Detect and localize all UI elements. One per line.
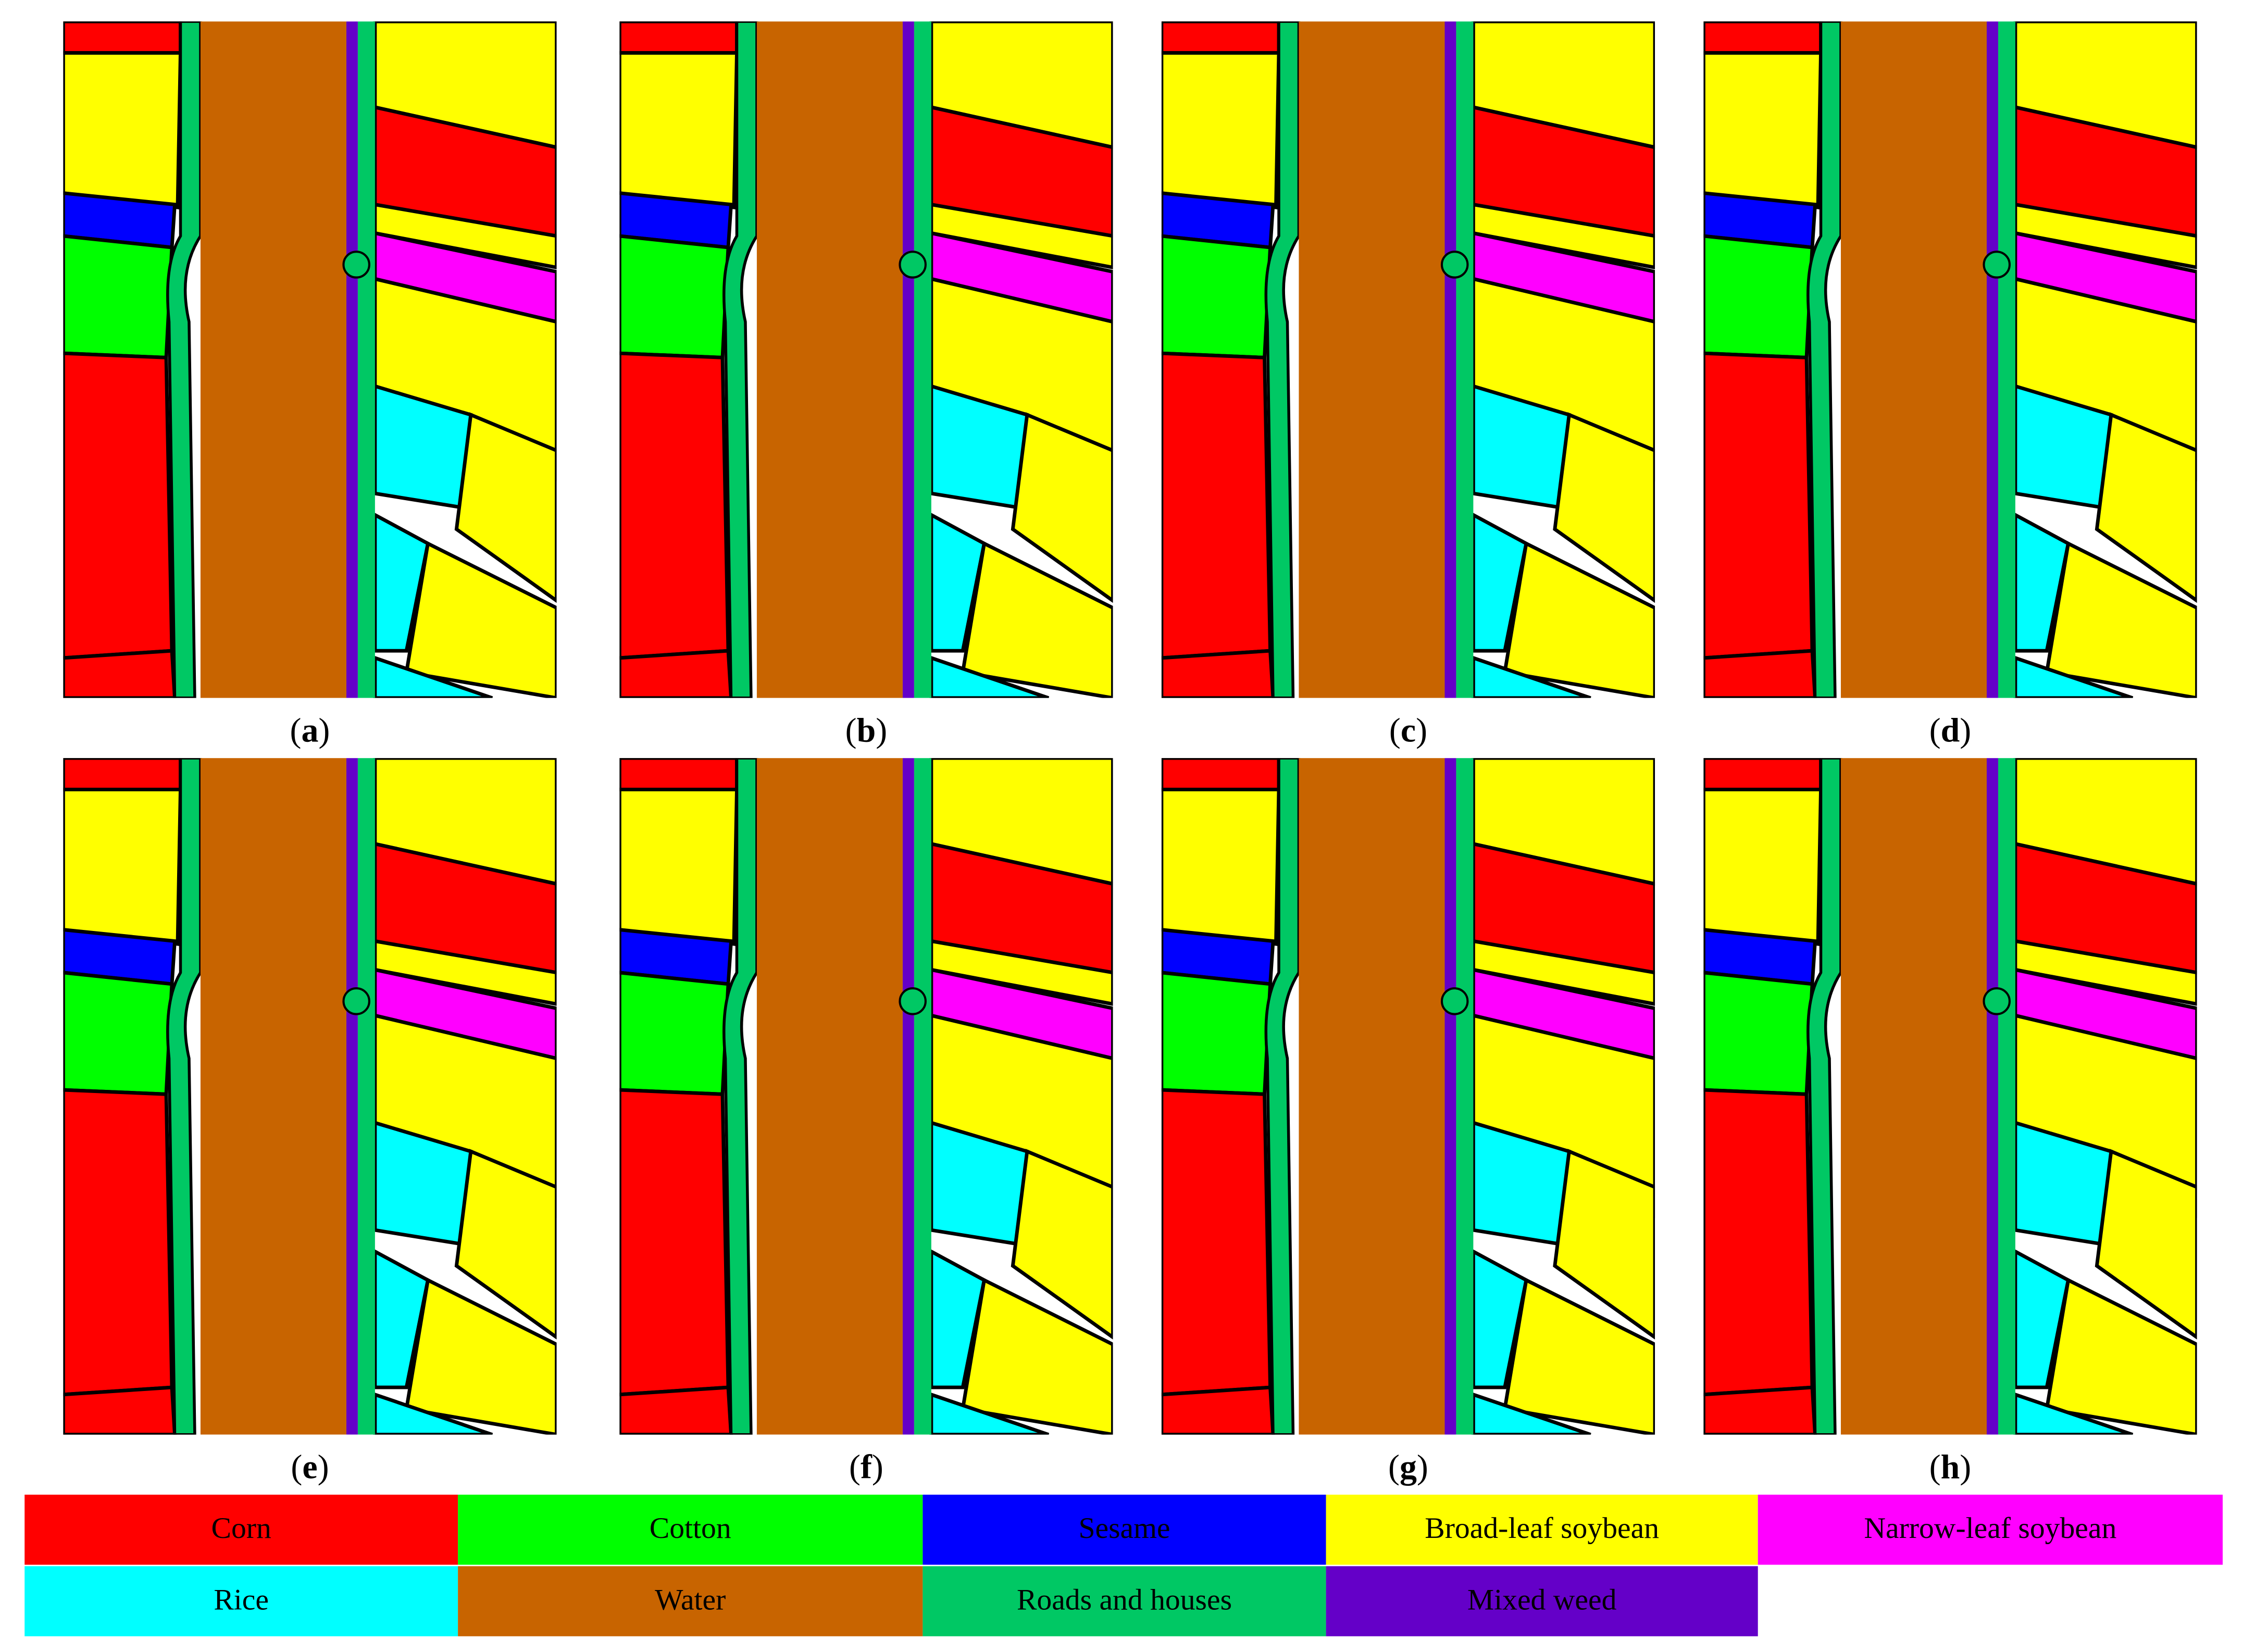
panel-label: (b) [845, 712, 888, 750]
panel-label: (f) [849, 1448, 883, 1486]
panel-label: (e) [291, 1448, 329, 1486]
classification-map [1703, 758, 2197, 1435]
panel-label: (h) [1929, 1448, 1972, 1486]
legend-label: Roads and houses [1017, 1584, 1232, 1617]
panel-label: (d) [1929, 712, 1972, 750]
legend-label: Sesame [1078, 1512, 1170, 1545]
legend-label: Corn [211, 1512, 271, 1545]
legend-swatch [1326, 1495, 1758, 1565]
legend-label: Broad-leaf soybean [1425, 1512, 1659, 1545]
panel-label: (a) [290, 712, 330, 750]
legend-swatch [458, 1495, 923, 1565]
classification-map [619, 758, 1113, 1435]
legend-label: Mixed weed [1467, 1584, 1617, 1617]
legend-label: Cotton [650, 1512, 731, 1545]
legend-swatch [1758, 1495, 2223, 1565]
panel-label: (c) [1389, 712, 1427, 750]
legend-swatch [1326, 1566, 1758, 1636]
legend-swatch [923, 1566, 1326, 1636]
legend-swatch [458, 1566, 923, 1636]
legend-swatch [24, 1495, 458, 1565]
legend-swatch [24, 1566, 458, 1636]
panel-label: (g) [1388, 1448, 1428, 1486]
classification-map [1703, 21, 2197, 698]
classification-map [1162, 758, 1655, 1435]
classification-map [1162, 21, 1655, 698]
legend-label: Narrow-leaf soybean [1864, 1512, 2116, 1545]
legend-label: Water [655, 1584, 726, 1617]
classification-map [619, 21, 1113, 698]
classification-map [63, 21, 556, 698]
classification-map [63, 758, 556, 1435]
legend-swatch [923, 1495, 1326, 1565]
legend-label: Rice [214, 1584, 269, 1617]
